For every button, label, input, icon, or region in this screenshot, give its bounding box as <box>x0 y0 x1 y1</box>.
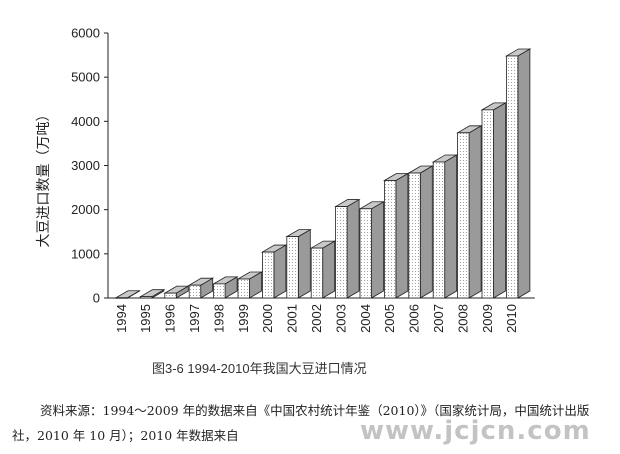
bar <box>138 288 166 299</box>
bar <box>407 165 434 299</box>
x-tick-label: 2003 <box>333 304 348 333</box>
bar-side <box>468 125 482 299</box>
bar <box>456 125 483 299</box>
bar-side <box>322 240 336 299</box>
x-tick-label: 2010 <box>504 304 519 333</box>
bar <box>382 172 410 299</box>
x-tick-label: 1998 <box>211 304 226 333</box>
x-tick-label: 1994 <box>114 304 129 333</box>
bar-chart: 0 1000 2000 3000 4000 5000 6000 大豆进口数量（万吨） 1994 1… <box>36 26 535 333</box>
bar-side <box>273 244 287 299</box>
bar <box>285 228 312 299</box>
bar <box>163 285 190 299</box>
bar <box>236 271 263 299</box>
bar-front <box>115 297 128 299</box>
x-tick-label: 2000 <box>260 304 275 333</box>
bar-side <box>346 198 360 299</box>
bar <box>187 277 215 299</box>
bar-side <box>371 201 384 299</box>
x-tick-label: 1999 <box>236 304 251 333</box>
chart-caption: 图3-6 1994-2010年我国大豆进口情况 <box>152 361 367 376</box>
x-tick-label: 2004 <box>358 304 373 333</box>
y-tick-label: 1000 <box>71 246 100 261</box>
bar-front <box>286 236 299 299</box>
x-tick-label: 1996 <box>163 304 178 333</box>
bar-front <box>310 247 324 299</box>
bar-side <box>395 172 409 299</box>
bar <box>309 240 337 299</box>
x-tick-label: 2002 <box>309 304 324 333</box>
bar-front <box>481 109 494 299</box>
bar-front <box>335 206 348 299</box>
bar-front <box>408 172 421 299</box>
bar-top <box>114 290 141 299</box>
x-tick-label: 2006 <box>407 304 422 333</box>
bar-front <box>188 284 202 299</box>
y-axis-title: 大豆进口数量（万吨） <box>36 108 52 248</box>
bar-front <box>213 283 226 299</box>
bar-front <box>383 180 397 299</box>
bar-front <box>139 296 153 299</box>
bar <box>260 244 288 299</box>
x-tick-label: 2008 <box>455 304 470 333</box>
bar-side <box>517 48 531 299</box>
bar-front <box>457 132 470 299</box>
x-tick-label: 2001 <box>285 304 300 333</box>
x-tick-label: 2005 <box>382 304 397 333</box>
y-tick-label: 0 <box>93 291 100 306</box>
bar-front <box>164 292 177 299</box>
bar <box>504 48 532 299</box>
x-tick-label: 1997 <box>187 304 202 333</box>
bar <box>212 276 239 299</box>
bar-side <box>297 228 311 299</box>
bar <box>334 198 361 299</box>
source-note: 资料来源：1994～2009 年的数据来自《中国农村统计年鉴（2010）》（国家… <box>12 403 590 443</box>
bar-side <box>493 102 506 299</box>
y-tick-label: 5000 <box>71 70 100 85</box>
bar-side <box>444 154 458 299</box>
bar-front <box>432 161 446 299</box>
bar-front <box>359 208 372 299</box>
bar-front <box>237 278 250 299</box>
y-tick-label: 4000 <box>71 114 100 129</box>
bar-front <box>505 55 519 299</box>
x-tick-label: 2009 <box>480 304 495 333</box>
bar <box>480 102 507 299</box>
x-tick-label: 2007 <box>431 304 446 333</box>
bar <box>358 201 385 299</box>
y-tick-label: 2000 <box>71 202 100 217</box>
bar-front <box>261 251 275 299</box>
watermark: www.jcjcn.com <box>360 416 591 446</box>
bar-side <box>419 165 433 299</box>
bar <box>431 154 459 299</box>
y-tick-label: 6000 <box>71 26 100 41</box>
x-tick-label: 1995 <box>138 304 153 333</box>
bar <box>114 290 141 299</box>
y-tick-label: 3000 <box>71 158 100 173</box>
